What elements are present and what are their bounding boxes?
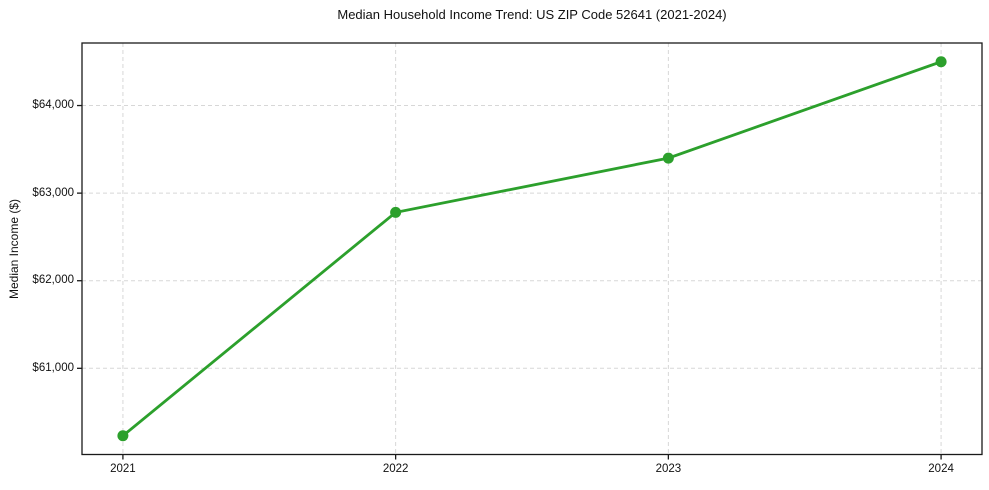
y-tick-label: $64,000	[32, 99, 74, 112]
x-tick-label: 2024	[928, 462, 954, 475]
y-tick-label: $61,000	[32, 361, 74, 374]
chart-title: Median Household Income Trend: US ZIP Co…	[337, 7, 727, 22]
x-tick-label: 2022	[382, 462, 409, 475]
x-tick-label: 2023	[655, 462, 682, 475]
y-tick-label: $62,000	[32, 274, 74, 287]
data-point-marker	[117, 430, 129, 442]
data-point-marker	[390, 206, 402, 218]
x-tick-label: 2021	[110, 462, 136, 475]
y-tick-label: $63,000	[32, 186, 74, 199]
axes-spines	[81, 42, 983, 456]
data-point-marker	[935, 56, 947, 68]
data-point-marker	[662, 152, 674, 164]
trend-line	[121, 60, 943, 438]
